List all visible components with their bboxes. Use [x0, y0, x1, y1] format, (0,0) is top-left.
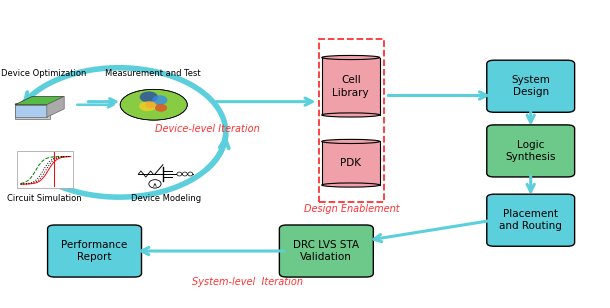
FancyBboxPatch shape — [487, 194, 575, 246]
Text: System
Design: System Design — [511, 75, 550, 97]
Text: Cell
Library: Cell Library — [332, 75, 369, 98]
Text: Measurement and Test: Measurement and Test — [105, 69, 200, 79]
Text: Device Optimization: Device Optimization — [1, 69, 87, 79]
Ellipse shape — [145, 101, 156, 108]
Ellipse shape — [155, 104, 167, 112]
Bar — [319, 38, 384, 202]
Polygon shape — [15, 105, 47, 117]
Ellipse shape — [322, 140, 379, 144]
Bar — [322, 141, 379, 185]
Text: Device Modeling: Device Modeling — [131, 194, 201, 203]
Text: System-level  Iteration: System-level Iteration — [192, 277, 303, 287]
Ellipse shape — [140, 91, 158, 103]
Ellipse shape — [120, 89, 187, 120]
Ellipse shape — [152, 95, 167, 105]
Ellipse shape — [139, 101, 156, 111]
Ellipse shape — [177, 172, 182, 176]
Ellipse shape — [322, 113, 379, 117]
Polygon shape — [15, 103, 49, 119]
Text: PDK: PDK — [340, 158, 361, 168]
Text: Logic
Synthesis: Logic Synthesis — [506, 140, 556, 162]
Bar — [322, 58, 379, 115]
Bar — [17, 151, 73, 188]
Ellipse shape — [182, 172, 187, 176]
Text: DRC LVS STA
Validation: DRC LVS STA Validation — [293, 240, 359, 262]
Ellipse shape — [188, 172, 193, 176]
Text: Design Enablement: Design Enablement — [304, 205, 400, 214]
FancyBboxPatch shape — [487, 60, 575, 112]
Ellipse shape — [149, 180, 161, 188]
FancyBboxPatch shape — [48, 225, 142, 277]
Text: Placement
and Routing: Placement and Routing — [499, 209, 562, 231]
Text: Circuit Simulation: Circuit Simulation — [7, 194, 81, 203]
Text: Device-level Iteration: Device-level Iteration — [155, 124, 260, 134]
Polygon shape — [47, 96, 64, 117]
Text: Performance
Report: Performance Report — [62, 240, 127, 262]
Polygon shape — [15, 96, 64, 105]
Ellipse shape — [322, 55, 379, 59]
FancyBboxPatch shape — [487, 125, 575, 177]
Ellipse shape — [322, 183, 379, 187]
FancyBboxPatch shape — [279, 225, 373, 277]
